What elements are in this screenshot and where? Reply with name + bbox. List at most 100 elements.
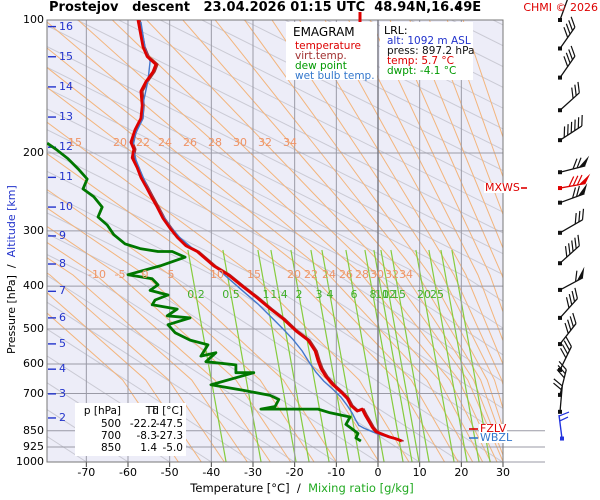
table-header-1: T <box>150 405 157 417</box>
adiabat-label-400hPa-22: 22 <box>304 268 318 281</box>
station-temperature: temp: 5.7 °C <box>387 55 454 67</box>
altitude-tick-8km: 8 <box>59 257 66 270</box>
adiabat-label-400hPa-28: 28 <box>355 268 369 281</box>
adiabat-label-400hPa--5: -5 <box>114 268 126 281</box>
table-cell-0-1: -22.2 <box>129 418 157 430</box>
table-cell-2-1: 1.4 <box>140 442 157 454</box>
legend-item-virt-temp: virt.temp. <box>295 50 347 62</box>
table-cell-0-0: 500 <box>100 418 121 430</box>
adiabat-label-400hPa-34: 34 <box>399 268 413 281</box>
fzlv-marker: FZLV <box>479 422 508 435</box>
altitude-tick-14km: 14 <box>59 79 73 93</box>
station-info-box: LRL: alt: 1092 m ASL press: 897.2 hPa te… <box>380 22 475 80</box>
y-axis-title-altitude: Altitude [km] <box>5 185 18 258</box>
lrl-label: LRL: <box>384 24 408 37</box>
mixing-ratio-label-12: 12 <box>382 288 396 301</box>
wind-barb-619hPa <box>558 336 572 372</box>
x-axis-title: Temperature [°C] / Mixing ratio [g/kg] <box>152 481 452 495</box>
altitude-tick-16km: 16 <box>59 19 73 33</box>
temp-tick--70: -70 <box>77 466 96 479</box>
wind-barb-303hPa <box>558 208 585 235</box>
top-black-dot <box>456 6 460 10</box>
dew-point-curve <box>47 142 362 443</box>
adiabat-label-200hPa-34: 34 <box>283 136 297 149</box>
wind-barb-160hPa <box>558 81 580 113</box>
pressure-tick-500: 500 <box>23 321 44 335</box>
altitude-tick-10km: 10 <box>59 200 73 214</box>
mixing-ratio-label-20: 20 <box>417 288 431 301</box>
wind-barb-blue-low-level <box>558 411 570 441</box>
wind-barb-705hPa <box>556 360 567 397</box>
legend-item-temperature: temperature <box>295 40 361 52</box>
wind-barb-541hPa <box>558 312 577 347</box>
mixing-ratio-label-10: 10 <box>375 288 389 301</box>
station-dewpoint: dwpt: -4.1 °C <box>387 65 457 77</box>
mixing-ratio-label-2: 2 <box>295 288 303 301</box>
altitude-tick-6km: 6 <box>59 310 66 324</box>
adiabat-label-200hPa-20: 20 <box>113 136 127 149</box>
mixing-ratio-label-4: 4 <box>326 288 334 301</box>
pressure-tick-100: 100 <box>23 13 44 26</box>
altitude-tick-13km: 13 <box>59 110 73 124</box>
pressure-tick-925: 925 <box>23 440 44 454</box>
temp-tick--60: -60 <box>119 466 137 479</box>
station-altitude: alt: 1092 m ASL <box>387 35 471 47</box>
wind-barb-column <box>553 0 591 441</box>
table-cell-0-2: -47.5 <box>155 418 183 430</box>
wind-barb-408hPa <box>558 266 585 292</box>
legend-title: EMAGRAM <box>293 25 355 39</box>
mixing-ratio-label-6: 6 <box>350 288 358 301</box>
y-axis-title-separator: / <box>5 257 18 276</box>
altitude-tick-11km: 11 <box>59 170 73 184</box>
adiabat-label-200hPa-32: 32 <box>258 136 272 149</box>
table-cell-1-1: -8.3 <box>136 430 158 442</box>
sounding-curves <box>47 20 404 443</box>
table-cell-1-0: 700 <box>100 430 121 442</box>
temp-tick-10: 10 <box>412 466 427 479</box>
pressure-tick-850: 850 <box>23 423 44 437</box>
adiabat-label-400hPa-15: 15 <box>247 268 261 281</box>
adiabat-label-400hPa-20: 20 <box>287 268 301 281</box>
adiabat-label-400hPa-26: 26 <box>339 268 353 281</box>
pressure-tick-400: 400 <box>23 279 44 293</box>
temperature-curve <box>129 20 403 443</box>
wind-barb-472hPa <box>558 287 578 320</box>
x-axis-title-temperature: Temperature [°C] / <box>190 481 309 495</box>
adiabat-label-200hPa-15: 15 <box>68 136 82 149</box>
altitude-tick-7km: 7 <box>59 284 66 298</box>
mixing-ratio-label-3: 3 <box>315 288 323 301</box>
temp-tick--30: -30 <box>244 466 262 479</box>
table-header-0: p [hPa] <box>83 405 121 417</box>
altitude-tick-4km: 4 <box>59 362 66 376</box>
mixing-ratio-label-15: 15 <box>392 288 406 301</box>
table-cell-2-2: -5.0 <box>162 442 184 454</box>
table-cell-1-2: -27.3 <box>155 430 183 442</box>
pressure-tick-700: 700 <box>23 386 44 400</box>
copyright-notice: CHMI © 2026 <box>523 1 598 14</box>
pressure-tick-200: 200 <box>23 146 44 160</box>
legend-box: EMAGRAM temperature virt.temp. dew point… <box>286 22 377 81</box>
wind-barb-355hPa <box>558 234 580 266</box>
wet-bulb-curve <box>132 21 399 441</box>
adiabat-label-400hPa-10: 10 <box>210 268 224 281</box>
mixing-ratio-label-0.5: 0.5 <box>222 288 240 301</box>
table-header-2: Td [°C] <box>145 405 183 417</box>
wind-barb-221hPa <box>558 155 590 175</box>
mixing-ratio-label-0.2: 0.2 <box>187 288 205 301</box>
table-cell-2-0: 850 <box>100 442 121 454</box>
mixing-ratio-label-1: 1 <box>262 288 270 301</box>
temp-tick--20: -20 <box>285 466 304 479</box>
pressure-tick-1000: 1000 <box>16 455 44 468</box>
wind-barb-240hPa <box>558 173 591 191</box>
temp-tick--50: -50 <box>160 466 179 479</box>
station-pressure: press: 897.2 hPa <box>387 45 475 57</box>
mxws-marker: MXWS <box>484 181 521 194</box>
pressure-tick-600: 600 <box>23 356 44 370</box>
legend-item-dew-point: dew point <box>295 60 347 72</box>
adiabat-label-400hPa--10: -10 <box>88 268 106 281</box>
adiabat-label-400hPa-5: 5 <box>167 268 175 281</box>
temp-tick--40: -40 <box>202 466 221 479</box>
adiabat-label-200hPa-30: 30 <box>233 136 247 149</box>
